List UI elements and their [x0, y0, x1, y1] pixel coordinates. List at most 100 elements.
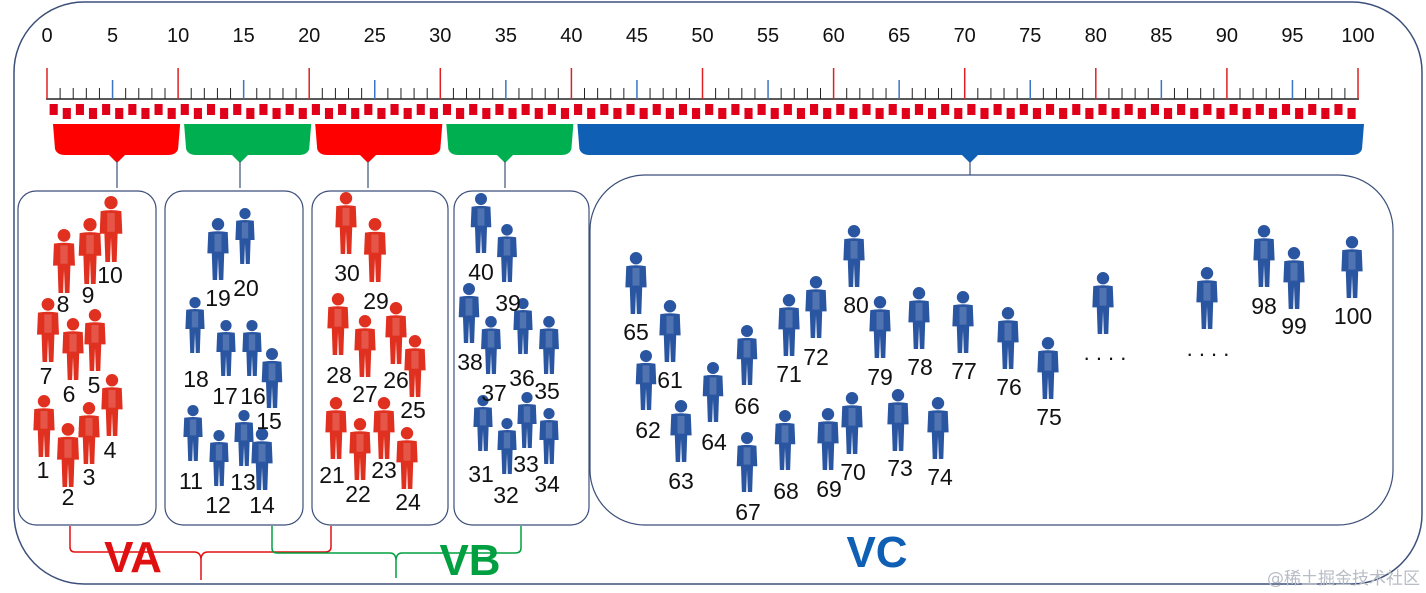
- person-number: 40: [468, 259, 494, 285]
- scale-block: [141, 108, 150, 119]
- scale-block: [731, 104, 740, 115]
- person-icon: [625, 252, 647, 314]
- scale-blocks: [49, 104, 1356, 119]
- scale-block: [246, 108, 255, 119]
- person-icon: [702, 362, 724, 422]
- segment-pointer: [109, 155, 125, 163]
- scale-block: [770, 108, 779, 119]
- scale-block: [1085, 108, 1094, 119]
- scale-block: [272, 108, 281, 119]
- person-number: 72: [803, 344, 829, 370]
- person-icon: [234, 410, 254, 466]
- scale-block: [128, 104, 137, 115]
- segment-pointer: [962, 155, 978, 163]
- person-number: 67: [735, 499, 761, 525]
- person-number: 66: [734, 393, 760, 419]
- person-icon: [242, 320, 262, 376]
- person-icon: [952, 291, 974, 353]
- person-icon: [99, 196, 123, 262]
- scale-block: [75, 104, 84, 115]
- scale-label: 95: [1281, 25, 1303, 47]
- person-icon: [185, 297, 205, 353]
- group-label-vc: VC: [846, 528, 907, 577]
- scale-label: 20: [298, 25, 320, 47]
- person-icon: [887, 389, 909, 451]
- person-icon: [539, 316, 559, 374]
- scale-block: [508, 108, 517, 119]
- scale-block: [744, 108, 753, 119]
- scale-block: [154, 104, 163, 115]
- scale-label: 40: [560, 25, 582, 47]
- outer-container: [13, 1, 1423, 585]
- segment-bar-1: [53, 124, 181, 155]
- person-icon: [997, 307, 1019, 369]
- person-icon: [78, 402, 100, 464]
- scale-block: [364, 104, 373, 115]
- scale-block: [233, 104, 242, 115]
- scale-block: [705, 104, 714, 115]
- person-number: 73: [887, 455, 913, 481]
- scale-block: [442, 104, 452, 115]
- segment-bar-3: [315, 124, 443, 155]
- scale-block: [311, 104, 320, 115]
- segment-pointer: [360, 155, 376, 163]
- ellipsis-left: . . . .: [1084, 340, 1127, 365]
- scale-block: [1150, 104, 1159, 115]
- scale-block: [324, 108, 334, 119]
- scale-label: 60: [822, 25, 844, 47]
- scale-block: [1059, 108, 1068, 119]
- person-number: 99: [1281, 313, 1307, 339]
- person-number: 15: [256, 408, 282, 434]
- scale-label: 15: [233, 25, 255, 47]
- watermark: @稀土掘金技术社区: [1267, 569, 1420, 589]
- scale-label: 85: [1150, 25, 1172, 47]
- scale-block: [914, 104, 924, 115]
- person-number: 27: [352, 381, 378, 407]
- person-icon: [207, 218, 229, 280]
- scale-block: [298, 108, 307, 119]
- segment-bar-5: [577, 124, 1364, 155]
- person-icon: [659, 300, 681, 362]
- scale-block: [1242, 108, 1251, 119]
- scale-block: [613, 108, 622, 119]
- scale-block: [220, 108, 229, 119]
- scale-block: [1308, 104, 1317, 115]
- scale-block: [941, 104, 950, 115]
- person-number: 69: [816, 476, 842, 502]
- person-number: 2: [62, 484, 75, 510]
- scale-label: 10: [167, 25, 189, 47]
- person-icon: [908, 287, 930, 349]
- scale-block: [665, 108, 674, 119]
- person-number: 75: [1036, 404, 1062, 430]
- person-number: 13: [230, 469, 256, 495]
- scale-block: [1032, 108, 1042, 119]
- scale-block: [351, 108, 360, 119]
- scale-block: [1124, 104, 1133, 115]
- scale-block: [574, 104, 583, 115]
- person-icon: [235, 208, 255, 264]
- person-number: 39: [495, 290, 521, 316]
- person-icon: [354, 315, 376, 377]
- bracket-vb: [271, 526, 522, 578]
- scale-label: 50: [691, 25, 713, 47]
- person-number: 20: [233, 275, 259, 301]
- person-icon: [325, 397, 347, 459]
- person-icon: [78, 218, 102, 284]
- scale-block: [560, 108, 570, 119]
- scale-block: [469, 104, 478, 115]
- scale-block: [1216, 108, 1225, 119]
- scale-block: [1006, 108, 1015, 119]
- person-number: 10: [97, 262, 123, 288]
- scale-block: [456, 108, 465, 119]
- scale-block: [652, 104, 661, 115]
- person-icon: [513, 298, 533, 354]
- person-number: 17: [212, 383, 238, 409]
- person-icon: [1037, 337, 1059, 399]
- person-number: 63: [668, 468, 694, 494]
- segment-pointer: [497, 155, 513, 163]
- person-number: 77: [951, 358, 977, 384]
- person-icon: [805, 276, 827, 338]
- scale-block: [206, 104, 216, 115]
- person-icon: [349, 418, 371, 480]
- scale-label: 30: [429, 25, 451, 47]
